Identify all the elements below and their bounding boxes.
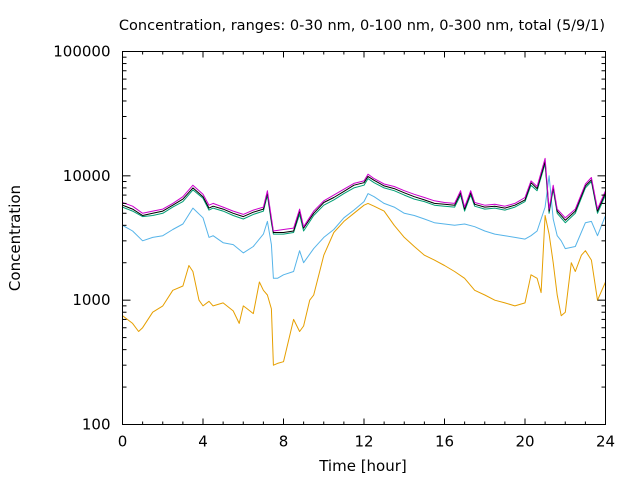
x-tick-label: 24 [596, 433, 615, 451]
x-tick-label: 0 [118, 433, 128, 451]
series-line-3 [122, 163, 606, 235]
y-tick-label: 1000 [72, 291, 110, 309]
plot-frame [122, 51, 606, 425]
ticks-layer: 0 4 8 12 16 20 24 100 1000 10000 100000 [53, 43, 615, 451]
y-tick-label: 10000 [63, 167, 111, 185]
x-tick-label: 12 [354, 433, 373, 451]
chart-title: Concentration, ranges: 0-30 nm, 0-100 nm… [119, 18, 605, 34]
x-axis-title: Time [hour] [318, 457, 407, 475]
y-axis-title: Concentration [6, 185, 24, 291]
series-line-2 [122, 175, 606, 279]
y-tick-label: 100 [82, 416, 111, 434]
x-tick-label: 16 [435, 433, 454, 451]
series-line-4 [122, 161, 606, 233]
series-line-5 [122, 157, 606, 232]
series-layer [122, 157, 606, 366]
x-tick-label: 8 [279, 433, 289, 451]
series-line-1 [122, 202, 606, 366]
x-tick-label: 20 [515, 433, 534, 451]
x-tick-label: 4 [198, 433, 208, 451]
y-tick-label: 100000 [53, 43, 110, 61]
